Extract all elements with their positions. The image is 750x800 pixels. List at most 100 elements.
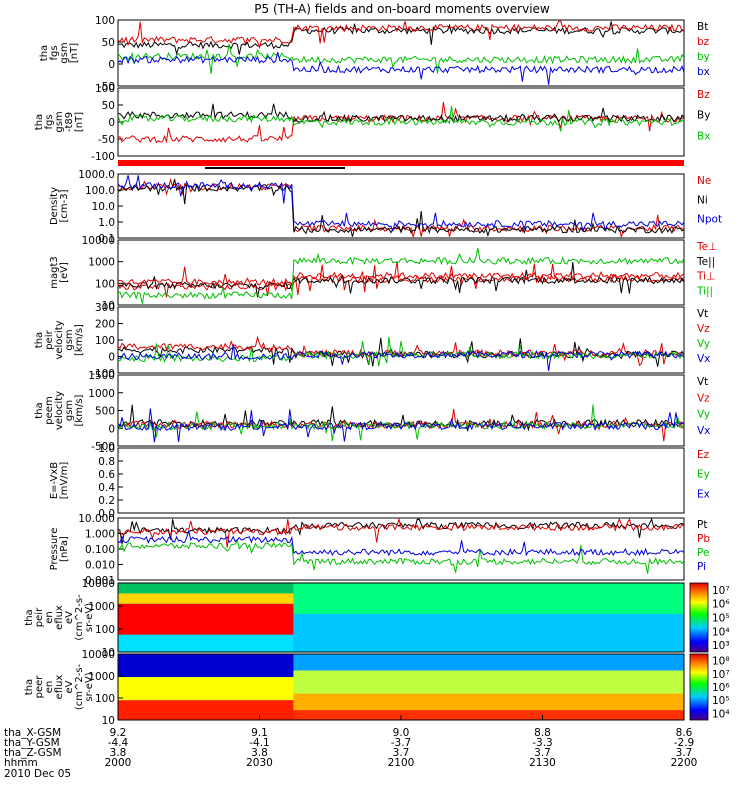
date-label: 2010 Dec 05 (4, 768, 71, 780)
y-tick-label: 10 (102, 647, 115, 659)
ephem-value: -3.7 (391, 737, 412, 749)
y-axis-label-line: [eV] (59, 262, 70, 283)
trace-Pe (117, 539, 685, 574)
legend-Ex: Ex (697, 488, 710, 500)
legend-Vx: Vx (697, 353, 710, 365)
y-axis-label-line: gsm (59, 42, 70, 63)
ephem-value: 9.1 (251, 727, 268, 739)
ephem-row-label: hhmm (4, 757, 38, 769)
colorbar-tick-label: 10⁷ (712, 585, 730, 597)
y-axis-label: thapeirvelocitygsm[km/s] (34, 320, 85, 359)
ephem-value: 9.2 (110, 727, 127, 739)
legend-Vy: Vy (697, 338, 710, 350)
colorbar-tick-label: 10⁶ (712, 599, 730, 611)
y-tick-label: 100 (95, 278, 115, 290)
y-tick-label: 100 (95, 83, 115, 95)
y-axis-label-line: en (44, 681, 55, 694)
trace-Npot (117, 175, 685, 232)
legend-Pt: Pt (697, 519, 707, 531)
panel-efield: Ez Ey Ex 1.00.80.60.40.20.0 E=-VxB[mV/m] (49, 443, 710, 520)
panel-frame (117, 582, 685, 653)
colorbar (689, 582, 709, 653)
spectrogram-band (293, 693, 684, 711)
trace-Te⊥ (117, 261, 685, 298)
legend-bx: bx (697, 66, 710, 78)
y-tick-label: -100 (91, 151, 115, 163)
plot-title: P5 (TH-A) fields and on-board moments ov… (254, 2, 550, 16)
trace-Vx (117, 344, 685, 372)
legend-Ni: Ni (697, 194, 708, 206)
y-tick-label: 1000 (88, 601, 115, 613)
y-tick-label: 0 (108, 59, 115, 71)
y-axis-label-line: sr-eV) (84, 603, 95, 632)
y-tick-label: 200 (95, 319, 115, 331)
y-axis-label-line: gsm (64, 329, 75, 350)
y-tick-label: 0.001 (85, 575, 115, 587)
y-axis-label-line: -t89 (64, 112, 75, 132)
y-tick-label: -50 (98, 81, 115, 93)
colorbar-tick-label: 10³ (712, 640, 730, 652)
colorbar-tick-label: 10⁷ (712, 669, 730, 681)
trace-Te|| (117, 261, 685, 298)
ephem-value: 8.8 (534, 727, 551, 739)
y-axis-label-line: tha (24, 609, 35, 625)
spectrogram-band (293, 710, 684, 720)
colorbar-tick-label: 10⁸ (712, 656, 730, 668)
y-tick-label: 100 (95, 335, 115, 347)
ephem-value: 2130 (529, 757, 556, 769)
panel-area (118, 375, 684, 446)
y-axis-label-line: E=-VxB (49, 462, 60, 499)
ephem-value: 3.7 (676, 747, 693, 759)
ephem-value: 3.7 (534, 747, 551, 759)
y-axis-label-line: tha (24, 679, 35, 695)
trace-Vx (117, 408, 685, 443)
spectrogram-band (118, 583, 294, 594)
panel-frame (117, 447, 685, 514)
ephem-value: -4.1 (249, 737, 270, 749)
y-tick-label: 10000 (82, 578, 115, 590)
y-axis-label-line: velocity (54, 391, 65, 430)
legend-Vx: Vx (697, 425, 710, 437)
colorbar-tick-label: 10⁶ (712, 682, 730, 694)
legend-Ti⊥: Ti⊥ (696, 271, 715, 283)
y-axis-label-line: eV (64, 680, 75, 693)
y-axis-label: E=-VxB[mV/m] (49, 462, 70, 500)
y-axis-label-line: magt3 (49, 256, 60, 289)
y-axis-label-line: [km/s] (74, 394, 85, 426)
ephem-value: 2100 (388, 757, 415, 769)
y-axis-label-line: tha (34, 402, 45, 418)
trace-by (117, 43, 685, 74)
y-axis-label: thapeerenefluxeV(cm^2-s-sr-eV) (24, 663, 95, 710)
legend-Pe: Pe (697, 547, 709, 559)
legend-Npot: Npot (697, 214, 722, 226)
y-axis-label-line: [mV/m] (59, 462, 70, 500)
legend-Vz: Vz (697, 323, 710, 335)
y-tick-label: 1.0 (98, 443, 115, 455)
ephem-value: 3.8 (110, 747, 127, 759)
y-axis-label-line: (cm^2-s- (74, 594, 85, 641)
ephem-value: 2030 (246, 757, 273, 769)
spectrogram-band (118, 700, 294, 720)
y-axis-label: thapeemvelocitygsm[km/s] (34, 391, 85, 430)
trace-Bz (117, 102, 685, 144)
ephem-value: 2200 (671, 757, 698, 769)
spectrogram-band (118, 677, 294, 701)
y-tick-label: 10000 (82, 649, 115, 661)
spectrogram-band (293, 670, 684, 694)
trace-bx (117, 51, 685, 85)
colorbar-tick-label: 10⁵ (712, 695, 730, 707)
trace-bz (117, 20, 685, 50)
y-axis-label: thafgsgsm-t89[nT] (34, 111, 85, 132)
ephem-row-label: tha_X-GSM (4, 727, 61, 739)
trace-Ti|| (117, 247, 685, 304)
legend-Vt: Vt (697, 376, 708, 388)
y-axis-label: Density[cm-3] (49, 187, 70, 225)
y-tick-label: 100 (95, 624, 115, 636)
y-tick-label: -50 (98, 134, 115, 146)
spectrogram-band (118, 593, 294, 604)
spectrogram-band (293, 654, 684, 671)
y-axis-label-line: [nT] (69, 43, 80, 63)
legend-Vz: Vz (697, 392, 710, 404)
colorbar (689, 653, 709, 721)
y-tick-label: 1.0 (98, 217, 115, 229)
